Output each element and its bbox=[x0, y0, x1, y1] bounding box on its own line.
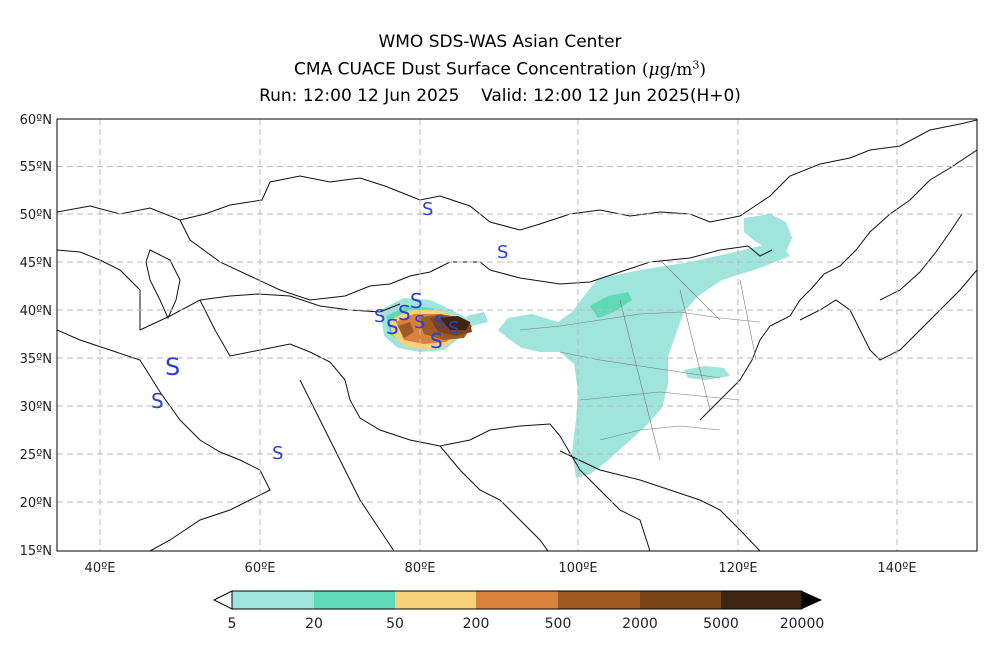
lon-label: 140ºE bbox=[877, 561, 916, 576]
lat-label: 25ºN bbox=[20, 448, 52, 463]
colorbar-label: 2000 bbox=[622, 616, 658, 632]
lat-label: 50ºN bbox=[20, 208, 52, 223]
title-product: CMA CUACE Dust Surface Concentration bbox=[294, 59, 637, 80]
border-west-misc bbox=[57, 249, 141, 330]
weather-symbol: S bbox=[410, 289, 423, 313]
weather-symbol: S bbox=[398, 301, 411, 325]
title-unit: (μg/m3) bbox=[641, 58, 706, 80]
weather-symbol: S bbox=[374, 306, 385, 327]
border-north bbox=[57, 119, 977, 231]
colorbar-label: 5 bbox=[228, 616, 237, 632]
border-kazakh bbox=[179, 219, 491, 301]
lat-labels: 60ºN 55ºN 50ºN 45ºN 40ºN 35ºN 30ºN 25ºN … bbox=[20, 113, 52, 559]
weather-symbols: S S S S S S S S S S S S S bbox=[151, 199, 508, 464]
weather-symbol: S bbox=[165, 353, 180, 381]
weather-symbol: S bbox=[422, 199, 433, 220]
coast-south-china bbox=[559, 450, 761, 551]
title-line-1: WMO SDS-WAS Asian Center bbox=[378, 32, 622, 52]
lat-label: 30ºN bbox=[20, 400, 52, 415]
colorbar-label: 50 bbox=[386, 616, 404, 632]
border-central-asia bbox=[199, 293, 401, 313]
caspian-sea bbox=[145, 249, 181, 320]
lon-label: 100ºE bbox=[558, 561, 597, 576]
gridlines bbox=[57, 119, 977, 551]
dust-area-5 bbox=[498, 244, 790, 478]
dust-area-5-west bbox=[466, 312, 488, 326]
dust-area-5000 bbox=[440, 316, 470, 330]
colorbar-bin bbox=[314, 591, 395, 609]
colorbar-low-arrow bbox=[212, 590, 233, 610]
title-line-2: CMA CUACE Dust Surface Concentration (μg… bbox=[0, 58, 1000, 80]
lat-label: 40ºN bbox=[20, 304, 52, 319]
lon-label: 60ºE bbox=[245, 561, 276, 576]
colorbar-bin bbox=[721, 591, 802, 609]
weather-symbol: S bbox=[151, 389, 164, 413]
weather-symbol: S bbox=[497, 242, 508, 263]
province-borders bbox=[519, 259, 761, 461]
colorbar-label: 20 bbox=[305, 616, 323, 632]
lat-label: 45ºN bbox=[20, 256, 52, 271]
colorbar-label: 500 bbox=[545, 616, 572, 632]
colorbar-label: 200 bbox=[463, 616, 490, 632]
colorbar-high-arrow bbox=[802, 591, 822, 609]
weather-symbol: S bbox=[386, 315, 399, 339]
lat-label: 60ºN bbox=[20, 113, 52, 128]
weather-symbol: S bbox=[414, 312, 425, 333]
map-border bbox=[56, 118, 978, 552]
border-arabia bbox=[57, 329, 271, 551]
colorbar-bin bbox=[476, 591, 558, 609]
weather-symbol: S bbox=[448, 318, 459, 339]
weather-symbol: S bbox=[272, 443, 283, 464]
weather-symbol: S bbox=[430, 329, 443, 353]
colorbar-bin bbox=[640, 591, 721, 609]
lon-label: 40ºE bbox=[85, 561, 116, 576]
dust-area-500-b bbox=[398, 322, 414, 338]
lat-label: 55ºN bbox=[20, 160, 52, 175]
border-seasia bbox=[559, 435, 651, 551]
coast-east-china bbox=[699, 149, 977, 421]
dust-area-20 bbox=[590, 292, 632, 318]
colorbar-label: 5000 bbox=[703, 616, 739, 632]
dust-field bbox=[380, 214, 792, 478]
colorbar-bin bbox=[558, 591, 640, 609]
lat-label: 15ºN bbox=[20, 544, 52, 559]
colorbar-label: 20000 bbox=[780, 616, 825, 632]
colorbar: 5 20 50 200 500 2000 5000 20000 bbox=[212, 590, 825, 632]
weather-symbol: S bbox=[434, 312, 445, 333]
border-india-east bbox=[439, 445, 549, 551]
dust-area-5-ne bbox=[744, 214, 792, 252]
lon-label: 80ºE bbox=[405, 561, 436, 576]
lat-label: 20ºN bbox=[20, 496, 52, 511]
colorbar-bin bbox=[232, 591, 314, 609]
dust-area-5-east bbox=[684, 366, 730, 380]
coast-korea-japan bbox=[799, 269, 977, 361]
border-iran-afgh bbox=[139, 299, 561, 447]
lon-label: 120ºE bbox=[718, 561, 757, 576]
border-india bbox=[299, 379, 395, 551]
lat-label: 35ºN bbox=[20, 352, 52, 367]
lon-labels: 40ºE 60ºE 80ºE 100ºE 120ºE 140ºE bbox=[85, 561, 917, 576]
title-line-3: Run: 12:00 12 Jun 2025 Valid: 12:00 12 J… bbox=[259, 86, 741, 106]
colorbar-bin bbox=[395, 591, 476, 609]
